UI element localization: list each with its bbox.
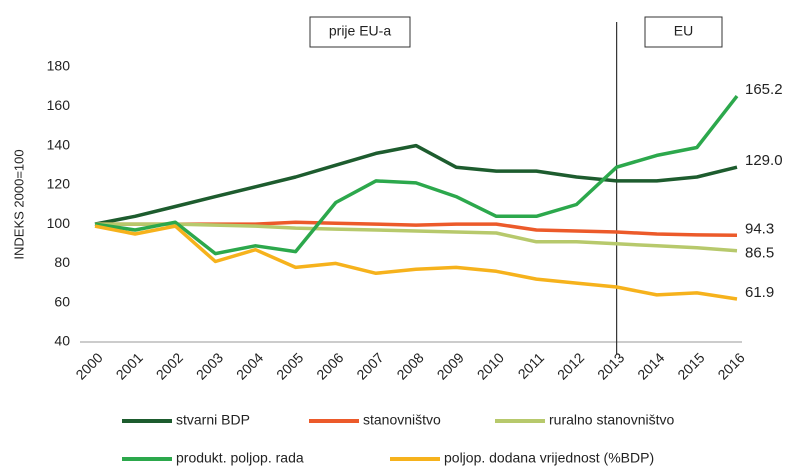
series-line bbox=[94, 224, 738, 301]
y-tick-label: 60 bbox=[54, 293, 70, 309]
series-line bbox=[95, 222, 738, 253]
x-tick-label: 2012 bbox=[554, 349, 587, 382]
legend-label: ruralno stanovništvo bbox=[549, 412, 675, 428]
x-tick-label: 2013 bbox=[594, 349, 627, 382]
legend-label: poljop. dodana vrijednost (%BDP) bbox=[444, 450, 654, 466]
legend-label: produkt. poljop. rada bbox=[176, 450, 304, 466]
x-tick-label: 2016 bbox=[714, 349, 747, 382]
x-tick-label: 2002 bbox=[153, 349, 186, 382]
series-line bbox=[94, 143, 738, 226]
y-axis-label: INDEKS 2000=100 bbox=[11, 149, 26, 259]
y-tick-label: 80 bbox=[54, 254, 70, 270]
x-tick-label: 2008 bbox=[393, 349, 426, 382]
x-tick-label: 2005 bbox=[273, 349, 306, 382]
x-tick-label: 2004 bbox=[233, 349, 266, 382]
x-tick-label: 2010 bbox=[474, 349, 507, 382]
x-tick-label: 2009 bbox=[434, 349, 467, 382]
y-tick-label: 100 bbox=[47, 215, 71, 231]
data-label: 94.3 bbox=[745, 220, 774, 237]
x-tick-label: 2001 bbox=[113, 349, 146, 382]
data-label: 129.0 bbox=[745, 152, 783, 169]
series-line bbox=[94, 95, 739, 256]
legend-label: stvarni BDP bbox=[176, 412, 250, 428]
x-tick-label: 2000 bbox=[72, 349, 105, 382]
legend-label: stanovništvo bbox=[363, 412, 441, 428]
y-tick-label: 140 bbox=[47, 136, 71, 152]
x-tick-label: 2014 bbox=[634, 349, 667, 382]
data-label: 165.2 bbox=[745, 81, 783, 98]
x-tick-label: 2015 bbox=[674, 349, 707, 382]
x-tick-label: 2011 bbox=[515, 349, 548, 382]
annotation-box bbox=[309, 16, 411, 48]
y-tick-label: 180 bbox=[47, 58, 71, 74]
data-label: 61.9 bbox=[745, 284, 774, 301]
x-tick-label: 2006 bbox=[313, 349, 346, 382]
y-tick-label: 120 bbox=[47, 176, 71, 192]
x-tick-label: 2007 bbox=[353, 349, 386, 382]
y-tick-label: 160 bbox=[47, 97, 71, 113]
annotation: EU bbox=[674, 23, 693, 39]
x-tick-label: 2003 bbox=[193, 349, 226, 382]
y-tick-label: 40 bbox=[54, 333, 70, 349]
annotation-box bbox=[644, 16, 723, 48]
data-label: 86.5 bbox=[745, 244, 774, 261]
annotation: prije EU-a bbox=[329, 23, 391, 39]
